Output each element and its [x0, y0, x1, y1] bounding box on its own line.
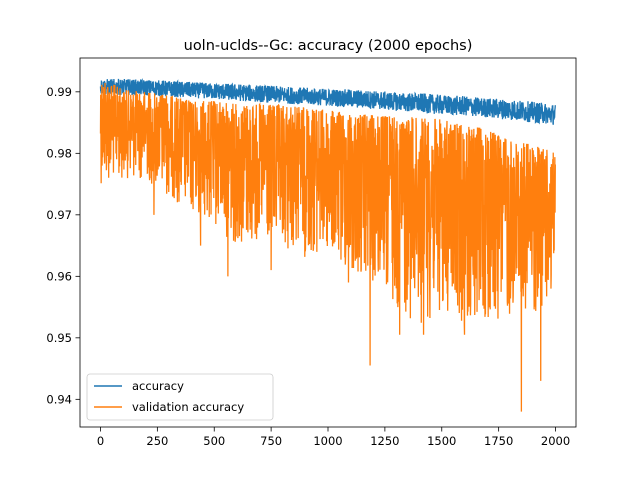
- plot-area: [99, 77, 556, 412]
- y-tick-label: 0.97: [46, 208, 72, 222]
- legend-box: [86, 373, 274, 421]
- x-tick-label: 250: [146, 434, 168, 448]
- x-tick-label: 0: [97, 434, 104, 448]
- x-tick-label: 1250: [370, 434, 399, 448]
- y-tick-label: 0.94: [46, 392, 72, 406]
- y-tick-label: 0.95: [46, 331, 72, 345]
- legend-label: validation accuracy: [132, 400, 244, 414]
- series-line-accuracy: [99, 77, 556, 125]
- x-tick-label: 2000: [541, 434, 570, 448]
- x-tick-label: 500: [203, 434, 225, 448]
- legend: accuracy validation accuracy: [86, 373, 274, 421]
- x-tick-label: 1000: [313, 434, 342, 448]
- series-line-validation-accuracy: [99, 83, 556, 412]
- y-tick-label: 0.99: [46, 85, 72, 99]
- axes: 0 250 500 750 1000 1250 1500 1750 2000 0.94 0.95 0.…: [46, 57, 577, 448]
- y-tick-label: 0.96: [46, 269, 72, 283]
- chart-title: uoln-uclds--Gc: accuracy (2000 epochs): [184, 38, 473, 54]
- y-tick-label: 0.98: [46, 146, 72, 160]
- x-tick-label: 1500: [427, 434, 456, 448]
- x-tick-label: 1750: [484, 434, 513, 448]
- legend-label: accuracy: [132, 379, 184, 393]
- x-tick-label: 750: [260, 434, 282, 448]
